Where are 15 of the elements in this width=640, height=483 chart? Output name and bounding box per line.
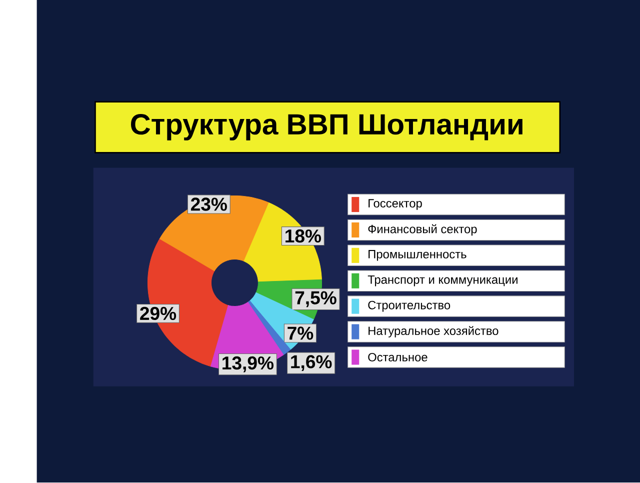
- legend-label: Транспорт и коммуникации: [368, 276, 518, 286]
- data-label: 7%: [288, 326, 314, 340]
- data-label: 23%: [190, 198, 227, 212]
- legend-label: Госсектор: [368, 199, 422, 210]
- legend-label: Натуральное хозяйство: [368, 326, 498, 338]
- legend-label: Остальное: [368, 353, 428, 362]
- legend-label: Промышленность: [368, 250, 466, 261]
- data-label: 18%: [286, 230, 322, 243]
- legend-label: Финансовый сектор: [368, 224, 477, 236]
- data-label: 7,5%: [295, 292, 336, 308]
- chart-title: Структура ВВП Шотландии: [131, 114, 522, 141]
- data-label: 13,9%: [222, 356, 274, 372]
- data-label: 29%: [140, 307, 176, 320]
- legend-label: Строительство: [368, 301, 450, 312]
- data-label: 1,6%: [291, 355, 332, 372]
